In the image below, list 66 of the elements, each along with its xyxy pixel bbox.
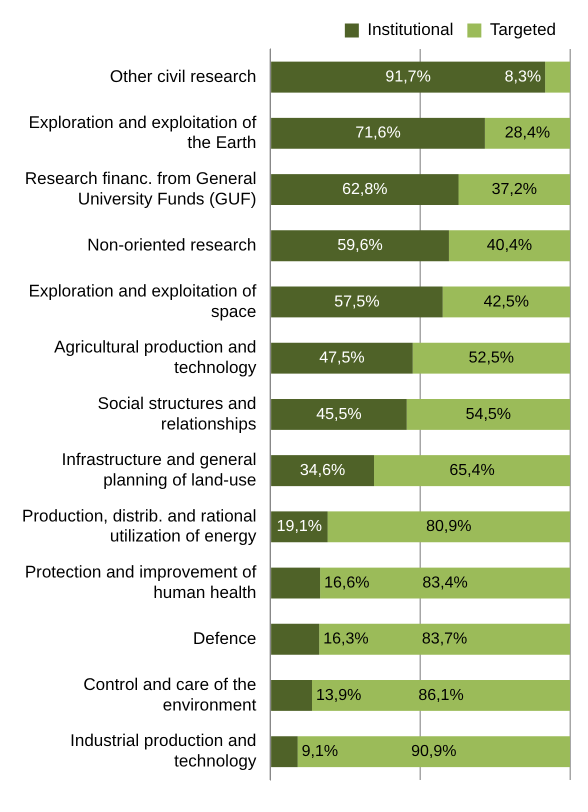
- y-tick-label: Exploration and exploitation of space: [28, 281, 257, 321]
- data-label: 86,1%: [418, 686, 464, 704]
- bar: [271, 680, 312, 711]
- bar: [442, 286, 570, 318]
- data-label: 40,4%: [486, 237, 532, 254]
- y-tick-label: Other civil research: [110, 66, 256, 86]
- y-tick-label: Agricultural production and technology: [54, 338, 257, 378]
- data-label: 54,5%: [466, 406, 512, 423]
- y-tick-label: Social structures and relationships: [98, 394, 256, 434]
- bar: [271, 455, 374, 486]
- data-label: 42,5%: [484, 293, 530, 310]
- bar: [271, 624, 320, 655]
- data-label: 9,1%: [302, 743, 338, 760]
- data-label: 71,6%: [355, 124, 401, 142]
- bar: [374, 455, 570, 486]
- bar: [271, 62, 546, 93]
- bar: [271, 568, 320, 599]
- y-tick-label: Defence: [193, 628, 256, 648]
- data-label: 57,5%: [334, 293, 380, 310]
- legend-label: Institutional: [367, 20, 454, 40]
- bar: [271, 118, 485, 149]
- y-tick-label: Protection and improvement of human health: [24, 562, 257, 602]
- y-tick-label: Industrial production and technology: [70, 731, 257, 771]
- data-label: 34,6%: [300, 462, 346, 480]
- data-label: 83,4%: [422, 574, 468, 592]
- y-tick-label: Production, distrib. and rational utilization of energy: [22, 506, 257, 546]
- bar: [271, 342, 413, 374]
- data-label: 16,6%: [324, 574, 370, 592]
- data-label: 90,9%: [411, 743, 456, 760]
- data-label: 16,3%: [323, 630, 369, 648]
- data-label: 8,3%: [504, 68, 542, 86]
- y-tick-label: Research financ. from General University Funds (GUF): [24, 169, 256, 208]
- data-label: 37,2%: [492, 180, 537, 198]
- y-tick-label: Exploration and exploitation of the Earth: [28, 112, 257, 152]
- data-label: 80,9%: [426, 518, 472, 536]
- bar: [312, 680, 570, 711]
- data-label: 83,7%: [422, 630, 468, 648]
- bar: [545, 62, 570, 93]
- data-label: 45,5%: [316, 406, 362, 423]
- y-tick-label: Infrastructure and general planning of land-use: [62, 450, 256, 490]
- data-label: 52,5%: [468, 350, 514, 367]
- data-label: 62,8%: [342, 180, 388, 198]
- data-label: 19,1%: [276, 518, 322, 536]
- bar: [328, 511, 570, 542]
- y-tick-label: Control and care of the environment: [83, 674, 257, 714]
- bar: [412, 342, 570, 374]
- bar: [271, 286, 443, 318]
- bar: [298, 736, 570, 768]
- bar: [484, 118, 570, 149]
- data-label: 47,5%: [319, 350, 365, 367]
- bar: [458, 174, 570, 205]
- data-label: 13,9%: [316, 686, 362, 704]
- bar: [271, 174, 459, 205]
- legend-label: Targeted: [490, 20, 556, 40]
- bar: [406, 398, 570, 430]
- data-label: 59,6%: [337, 237, 383, 254]
- bar: [319, 624, 570, 655]
- bar: [271, 398, 407, 430]
- bar: [320, 568, 570, 599]
- bar: [448, 230, 570, 262]
- bar: [271, 736, 298, 768]
- data-label: 91,7%: [385, 68, 431, 86]
- bar: [271, 230, 449, 262]
- y-tick-label: Non-oriented research: [87, 235, 256, 254]
- data-label: 65,4%: [449, 462, 495, 480]
- data-label: 28,4%: [504, 124, 550, 142]
